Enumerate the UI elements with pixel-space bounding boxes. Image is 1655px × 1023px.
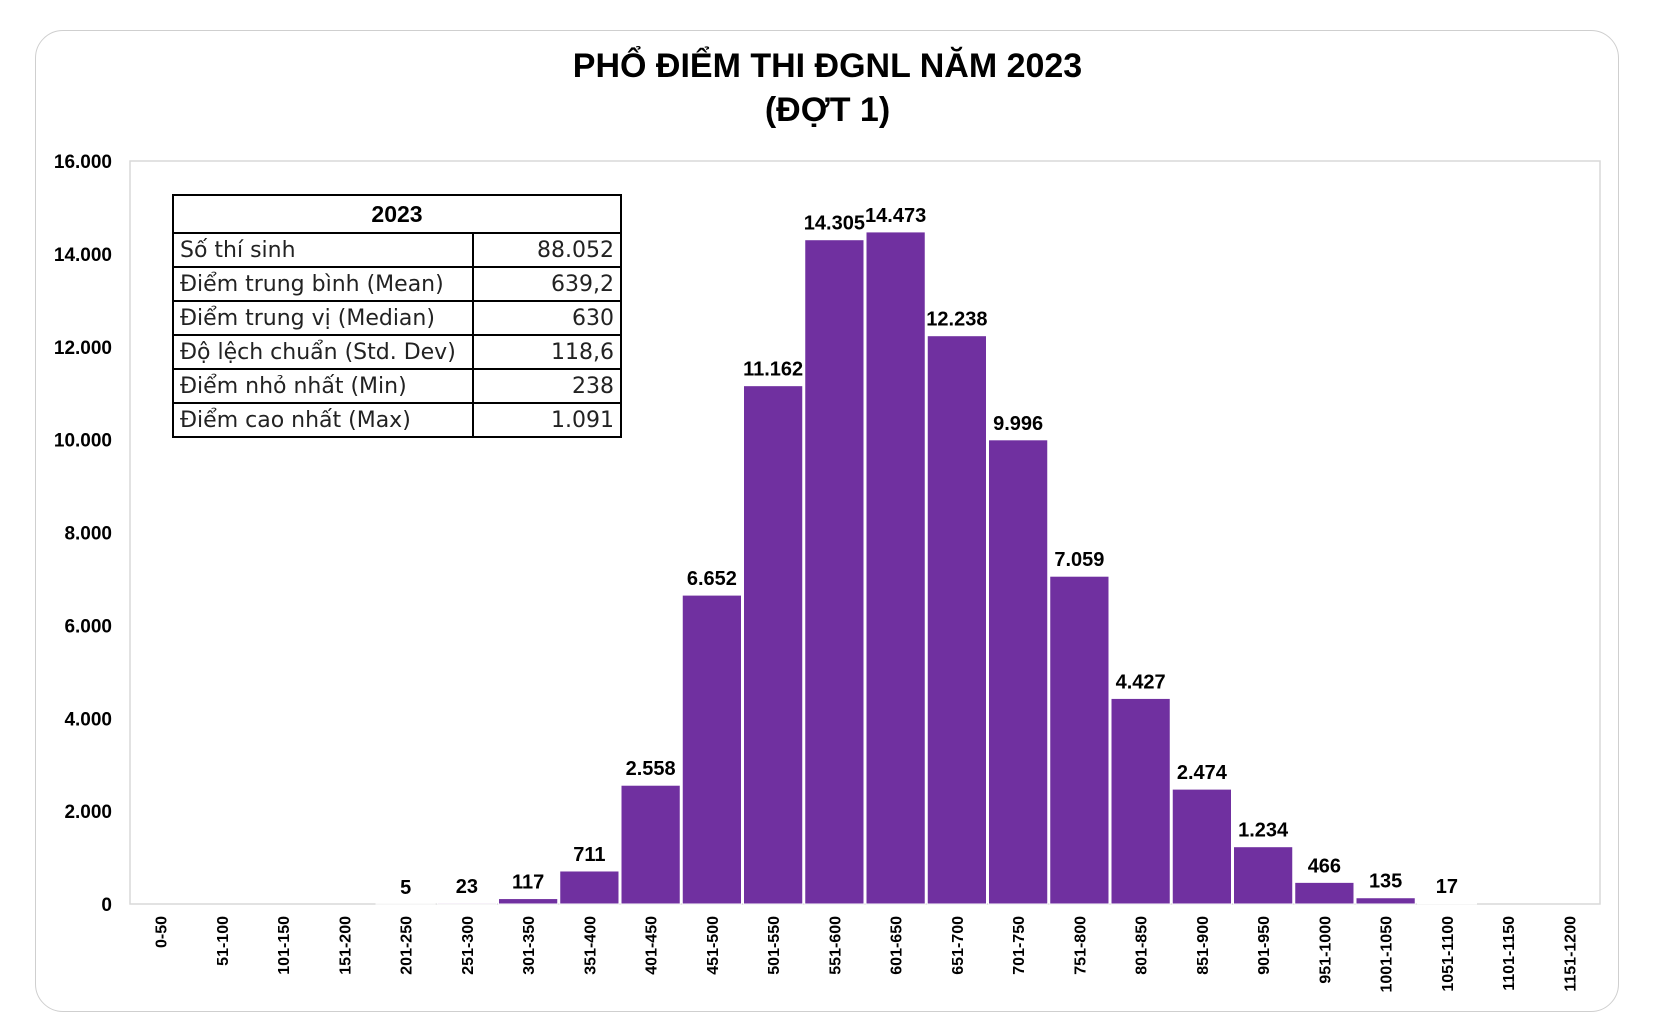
bar-value-label: 466	[1308, 855, 1341, 877]
x-category-label: 701-750	[1011, 916, 1028, 975]
statistics-value: 639,2	[472, 266, 622, 302]
y-tick-label: 2.000	[64, 802, 112, 823]
x-category-label: 1051-1100	[1440, 916, 1457, 992]
x-category-label: 201-250	[399, 916, 416, 975]
x-category-label: 901-950	[1256, 916, 1273, 975]
histogram-bar	[926, 335, 987, 905]
statistics-table-header-row: 2023	[172, 194, 622, 234]
histogram-bar	[804, 239, 865, 905]
histogram-bar	[681, 594, 742, 905]
bar-value-label: 2.474	[1177, 762, 1228, 784]
statistics-label: Độ lệch chuẩn (Std. Dev)	[172, 334, 474, 370]
x-category-label: 651-700	[950, 916, 967, 975]
x-category-label: 551-600	[827, 916, 844, 975]
statistics-value: 238	[472, 368, 622, 404]
x-category-label: 501-550	[766, 916, 783, 975]
statistics-row: Số thí sinh 88.052	[172, 232, 622, 268]
x-category-label: 801-850	[1134, 916, 1151, 975]
histogram-bar	[1416, 902, 1477, 905]
statistics-value: 118,6	[472, 334, 622, 370]
x-category-label: 1151-1200	[1562, 916, 1579, 992]
histogram-bar	[865, 231, 926, 905]
histogram-bar	[1355, 897, 1416, 905]
x-category-label: 351-400	[582, 916, 599, 975]
statistics-label: Điểm nhỏ nhất (Min)	[172, 368, 474, 404]
histogram-bar	[1171, 788, 1232, 905]
y-tick-label: 8.000	[64, 524, 112, 545]
statistics-row: Điểm cao nhất (Max) 1.091	[172, 402, 622, 438]
bar-value-label: 11.162	[743, 359, 803, 381]
x-category-label: 951-1000	[1317, 916, 1334, 984]
histogram-bar	[1110, 697, 1171, 905]
histogram-bar	[1294, 881, 1355, 905]
statistics-row: Điểm trung vị (Median) 630	[172, 300, 622, 336]
x-category-label: 1101-1150	[1501, 916, 1518, 991]
bar-value-label: 14.305	[804, 213, 865, 235]
histogram-bar	[559, 870, 620, 905]
bar-value-label: 4.427	[1116, 671, 1166, 693]
y-tick-label: 10.000	[54, 431, 112, 452]
x-category-label: 51-100	[215, 916, 232, 966]
histogram-bar	[436, 902, 497, 905]
statistics-value: 630	[472, 300, 622, 336]
bar-value-label: 1.234	[1238, 820, 1289, 842]
bar-value-label: 7.059	[1054, 549, 1104, 571]
x-category-label: 1001-1050	[1379, 916, 1396, 993]
bar-value-label: 711	[573, 844, 605, 866]
y-tick-label: 16.000	[54, 152, 112, 173]
statistics-row: Điểm trung bình (Mean) 639,2	[172, 266, 622, 302]
bar-value-label: 9.996	[993, 413, 1043, 435]
x-category-label: 251-300	[460, 916, 477, 975]
statistics-row: Độ lệch chuẩn (Std. Dev) 118,6	[172, 334, 622, 370]
histogram-bar	[988, 439, 1049, 905]
x-category-label: 0-50	[154, 916, 171, 948]
bar-value-label: 5	[400, 877, 411, 899]
x-category-label: 401-450	[644, 916, 661, 975]
bar-value-label: 2.558	[626, 758, 676, 780]
chart-title-line-2: (ĐỢT 1)	[764, 91, 891, 129]
bar-value-label: 117	[512, 872, 544, 894]
statistics-value: 1.091	[472, 402, 622, 438]
x-category-label: 451-500	[705, 916, 722, 975]
histogram-bar	[498, 898, 559, 905]
bar-value-label: 12.238	[926, 309, 987, 331]
statistics-label: Điểm trung bình (Mean)	[172, 266, 474, 302]
histogram-bar	[620, 784, 681, 905]
bar-value-label: 135	[1369, 871, 1402, 893]
histogram-bar	[1049, 575, 1110, 905]
statistics-label: Số thí sinh	[172, 232, 474, 268]
x-category-label: 751-800	[1072, 916, 1089, 975]
bar-value-label: 14.473	[865, 205, 926, 227]
statistics-table-header: 2023	[172, 194, 622, 234]
bar-value-label: 6.652	[687, 568, 737, 590]
y-tick-label: 0	[101, 895, 112, 916]
x-category-label: 301-350	[521, 916, 538, 975]
statistics-value: 88.052	[472, 232, 622, 268]
statistics-row: Điểm nhỏ nhất (Min) 238	[172, 368, 622, 404]
x-category-label: 601-650	[889, 916, 906, 975]
chart-title: PHỔ ĐIỂM THI ĐGNL NĂM 2023 (ĐỢT 1)	[0, 44, 1655, 132]
bar-value-label: 17	[1436, 876, 1458, 898]
y-tick-label: 4.000	[64, 709, 112, 730]
bar-value-label: 23	[456, 876, 478, 898]
statistics-label: Điểm cao nhất (Max)	[172, 402, 474, 438]
y-tick-label: 6.000	[64, 616, 112, 637]
histogram-bar	[743, 385, 804, 905]
y-tick-label: 12.000	[54, 338, 112, 359]
x-category-label: 151-200	[337, 916, 354, 975]
statistics-table: 2023 Số thí sinh 88.052 Điểm trung bình …	[172, 194, 622, 438]
y-tick-label: 14.000	[54, 245, 112, 266]
x-category-label: 851-900	[1195, 916, 1212, 975]
statistics-label: Điểm trung vị (Median)	[172, 300, 474, 336]
x-category-label: 101-150	[276, 916, 293, 975]
chart-title-line-1: PHỔ ĐIỂM THI ĐGNL NĂM 2023	[572, 47, 1083, 85]
histogram-bar	[1233, 846, 1294, 905]
plot-area	[129, 160, 1601, 905]
